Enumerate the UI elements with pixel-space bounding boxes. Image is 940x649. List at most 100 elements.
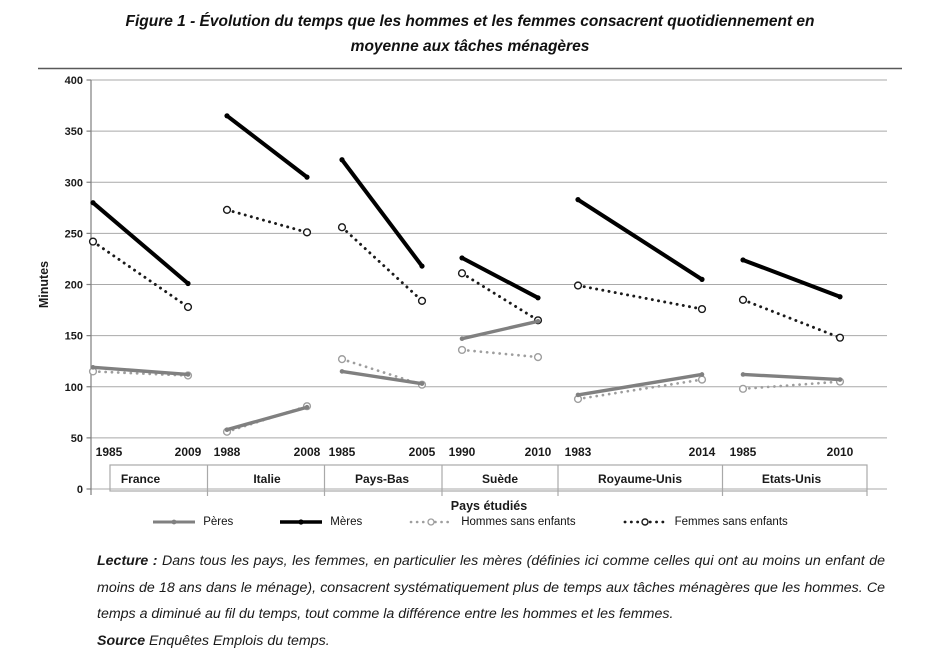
segment <box>92 365 189 377</box>
y-tick-label: 200 <box>65 280 83 292</box>
year-label: 1985 <box>730 445 757 459</box>
segment <box>576 197 704 282</box>
segment <box>340 158 424 268</box>
dot-marker <box>90 365 96 370</box>
axis-labels: 0 50 100 150 200 250 300 350 400 Minutes 1985 2009 1… <box>37 75 854 513</box>
series-hommes-sans-enfants <box>88 345 845 436</box>
solid-gray-line-icon <box>153 519 196 525</box>
open-circle-marker <box>835 333 845 342</box>
segment <box>461 319 539 341</box>
country-label: France <box>121 472 161 486</box>
y-tick-label: 350 <box>65 126 83 138</box>
dot-marker <box>185 280 191 287</box>
y-tick-label: 250 <box>65 228 83 240</box>
country-label: Royaume-Unis <box>598 472 682 486</box>
legend-item-femmes-sans-enfants: Femmes sans enfants <box>622 516 788 528</box>
dot-marker <box>339 369 345 374</box>
open-circle-marker <box>738 384 748 393</box>
open-circle-marker <box>697 304 707 314</box>
dot-marker <box>740 372 746 377</box>
year-label: 1988 <box>214 445 241 459</box>
solid-black-line-icon <box>280 519 323 525</box>
year-label: 2008 <box>294 445 321 459</box>
country-band-box <box>109 464 868 492</box>
legend-item-meres: Mères <box>279 516 362 528</box>
series-pères <box>90 319 843 432</box>
country-label: Pays-Bas <box>355 472 409 486</box>
segment <box>742 258 841 299</box>
dot-marker <box>459 336 465 341</box>
legend-item-hommes-sans-enfants: Hommes sans enfants <box>408 516 576 528</box>
open-circle-marker <box>417 296 427 305</box>
year-label: 1990 <box>449 445 476 459</box>
open-circle-marker <box>337 223 347 232</box>
segment <box>225 208 309 234</box>
open-circle-marker <box>183 302 193 312</box>
dot-marker <box>535 319 541 324</box>
y-axis-title: Minutes <box>37 261 51 308</box>
year-label: 2005 <box>409 445 436 459</box>
y-tick-label: 100 <box>65 382 83 394</box>
year-label: 1985 <box>329 445 356 459</box>
series-femmes-sans-enfants <box>88 205 845 342</box>
lecture-label: Lecture : <box>97 553 158 569</box>
segment <box>577 372 703 397</box>
segment <box>460 271 540 322</box>
open-circle-marker <box>222 205 232 214</box>
dot-marker <box>185 372 191 377</box>
figure-title: Figure 1 - Évolution du temps que les ho… <box>0 9 940 59</box>
country-label: Italie <box>253 472 281 486</box>
year-label: 2010 <box>827 445 854 459</box>
series-lines <box>88 113 845 436</box>
lecture-note: Lecture : Dans tous les pays, les femmes… <box>97 548 885 628</box>
year-label: 2009 <box>175 445 202 459</box>
dot-marker <box>699 372 705 377</box>
legend-item-peres: Pères <box>152 516 233 528</box>
source-note: Source Enquêtes Emplois du temps. <box>97 628 885 649</box>
lecture-text: Dans tous les pays, les femmes, en parti… <box>97 553 885 622</box>
dot-marker <box>575 197 581 203</box>
legend-label-femmes-sans-enfants: Femmes sans enfants <box>674 516 788 528</box>
figure-title-line1: Figure 1 - Évolution du temps que les ho… <box>125 13 815 30</box>
axes <box>38 67 902 495</box>
dot-marker <box>535 295 541 301</box>
segment <box>742 372 841 382</box>
year-label: 2014 <box>689 445 716 459</box>
dot-marker <box>419 381 425 386</box>
x-axis-title: Pays étudiés <box>451 499 527 513</box>
segment <box>741 298 842 340</box>
dot-marker <box>304 404 310 410</box>
year-label: 1983 <box>565 445 592 459</box>
segment <box>576 378 704 401</box>
y-tick-label: 300 <box>65 177 83 189</box>
open-circle-marker <box>533 352 543 362</box>
segment <box>576 284 704 311</box>
dotted-gray-line-icon <box>409 518 453 526</box>
segment <box>341 369 423 386</box>
open-circle-marker <box>88 237 98 246</box>
segment <box>741 380 842 391</box>
dot-marker <box>575 392 581 398</box>
legend-label-hommes-sans-enfants: Hommes sans enfants <box>461 516 576 528</box>
open-circle-marker <box>337 355 347 364</box>
y-tick-label: 0 <box>77 484 83 496</box>
dot-marker <box>224 427 230 432</box>
legend-label-meres: Mères <box>330 516 363 528</box>
series-mères <box>90 113 843 301</box>
y-tick-label: 400 <box>65 75 83 87</box>
dot-marker <box>837 377 843 382</box>
dotted-black-line-icon <box>623 518 667 526</box>
figure-notes: Lecture : Dans tous les pays, les femmes… <box>97 548 885 649</box>
segment <box>226 405 308 432</box>
open-circle-marker <box>302 228 312 237</box>
dot-marker <box>339 157 345 163</box>
dot-marker <box>459 255 465 261</box>
segment <box>91 201 190 286</box>
dot-marker <box>90 200 96 206</box>
year-label: 1985 <box>96 445 123 459</box>
source-text: Enquêtes Emplois du temps. <box>145 632 330 649</box>
legend-label-peres: Pères <box>203 516 234 528</box>
open-circle-marker <box>697 375 707 384</box>
open-circle-marker <box>457 345 467 355</box>
year-label: 2010 <box>525 445 552 459</box>
